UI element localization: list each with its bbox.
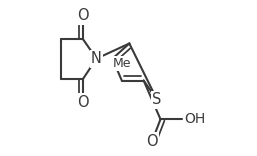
Text: S: S bbox=[152, 92, 162, 107]
Text: N: N bbox=[91, 51, 102, 66]
Text: Me: Me bbox=[113, 57, 131, 70]
Text: O: O bbox=[77, 95, 89, 110]
Text: O: O bbox=[77, 8, 89, 23]
Text: OH: OH bbox=[184, 112, 205, 126]
Text: O: O bbox=[146, 134, 158, 149]
